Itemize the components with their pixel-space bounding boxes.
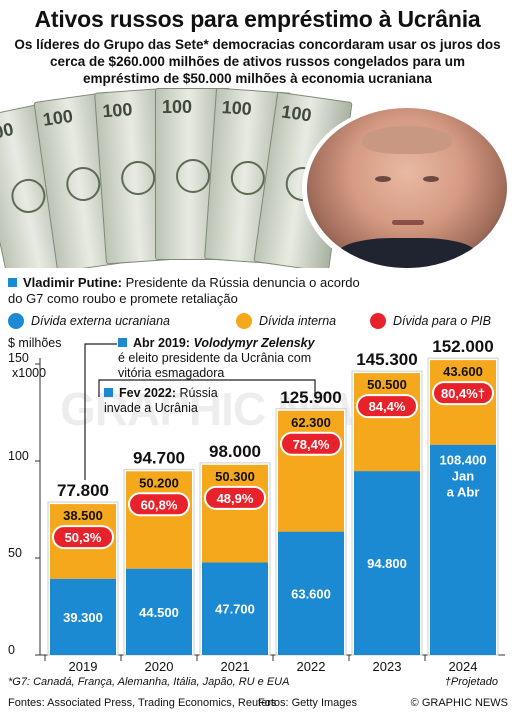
gdp-ratio-label: 84,4% <box>369 399 406 414</box>
graphic-credit: © GRAPHIC NEWS <box>410 697 508 709</box>
total-label: 152.000 <box>432 337 493 356</box>
data-label-internal: 50.300 <box>215 469 255 484</box>
marker-square <box>104 388 113 397</box>
legend-internal-dot <box>236 313 252 329</box>
y-unit-line2: x1000 <box>12 366 47 380</box>
gdp-badge <box>128 492 190 517</box>
data-label-internal: 43.600 <box>443 364 483 379</box>
marker-square <box>118 338 127 347</box>
subtitle: Os líderes do Grupo das Sete* democracia… <box>14 37 501 86</box>
x-tick-label: 2021 <box>221 659 250 674</box>
bar-external-2024 <box>430 444 496 655</box>
y-tick-100: 100 <box>8 449 29 463</box>
bar-external-2023 <box>354 471 420 655</box>
x-tick-label: 2023 <box>373 659 402 674</box>
total-label: 125.900 <box>280 388 341 407</box>
bar-external-2021 <box>202 562 268 655</box>
g7-note: *G7: Canadá, França, Alemanha, Itália, J… <box>8 676 290 688</box>
marker-square <box>8 278 17 287</box>
gdp-ratio-label: 60,8% <box>141 497 178 512</box>
data-label-external: 63.600 <box>291 586 331 601</box>
gdp-badge <box>432 381 494 406</box>
x-tick-label: 2020 <box>145 659 174 674</box>
legend-gdp: Dívida para o PIB <box>393 314 491 328</box>
zelensky-leader-line <box>84 343 117 480</box>
data-label-internal: 38.500 <box>63 508 103 523</box>
data-label-internal: 50.200 <box>139 475 179 490</box>
legend-external: Dívida externa ucraniana <box>31 314 170 328</box>
invasion-annotation: Fev 2022: Rússia invade a Ucrânia <box>104 386 244 416</box>
projected-note: †Projetado <box>444 676 498 688</box>
data-label-external: 47.700 <box>215 602 255 617</box>
invasion-text: Rússia invade a Ucrânia <box>104 386 218 415</box>
x-tick-label: 2022 <box>297 659 326 674</box>
footer: Fontes: Associated Press, Trading Econom… <box>8 697 513 709</box>
putin-annotation: Vladimir Putine: Presidente da Rússia de… <box>8 275 368 307</box>
data-label-internal: 62.300 <box>291 415 331 430</box>
y-axis-unit: $ milhões 150 x1000 <box>8 336 62 381</box>
bar-external-2020 <box>126 568 192 655</box>
data-label-jan: Jan <box>452 469 474 484</box>
zelensky-text: é eleito presidente da Ucrânia com vitór… <box>118 351 312 380</box>
gdp-badge <box>280 431 342 456</box>
total-label: 145.300 <box>356 350 417 369</box>
legend-gdp-dot <box>370 313 386 329</box>
legend-internal: Dívida interna <box>259 314 337 328</box>
sources: Fontes: Associated Press, Trading Econom… <box>8 697 277 709</box>
y-tick-150: 150 <box>8 351 29 365</box>
page-title: Ativos russos para empréstimo à Ucrânia <box>34 6 481 32</box>
y-unit-line1: $ milhões <box>8 336 62 350</box>
zelensky-name: Volodymyr Zelensky <box>193 336 315 350</box>
photo-credit: Fotos: Getty Images <box>258 697 358 709</box>
putin-name: Vladimir Putine: <box>23 275 122 290</box>
gdp-badge <box>356 394 418 419</box>
invasion-date: Fev 2022: <box>119 386 176 400</box>
footnote: *G7: Canadá, França, Alemanha, Itália, J… <box>8 676 508 688</box>
x-tick-label: 2024 <box>449 659 478 674</box>
data-label-abr: a Abr <box>447 485 480 500</box>
total-label: 98.000 <box>209 442 261 461</box>
x-tick-label: 2019 <box>69 659 98 674</box>
gdp-ratio-label: 80,4%† <box>441 386 485 401</box>
bar-external-2022 <box>278 531 344 655</box>
gdp-ratio-label: 50,3% <box>65 530 102 545</box>
banknotes-photo: 100 100 100 100 100 100 <box>0 88 515 268</box>
gdp-ratio-label: 78,4% <box>293 437 330 452</box>
invasion-leader-line <box>98 379 316 397</box>
data-label-external: 108.400 <box>440 453 487 468</box>
y-tick-0: 0 <box>8 643 15 657</box>
putin-portrait <box>307 108 507 268</box>
zelensky-date: Abr 2019: <box>133 336 190 350</box>
gdp-badge <box>204 485 266 510</box>
bar-internal-2020 <box>126 471 192 569</box>
bar-internal-2021 <box>202 464 268 563</box>
data-label-internal: 50.500 <box>367 377 407 392</box>
gdp-ratio-label: 48,9% <box>217 491 254 506</box>
total-label: 94.700 <box>133 448 185 467</box>
total-label: 77.800 <box>57 481 109 500</box>
bar-external-2019 <box>50 578 116 655</box>
data-label-external: 94.800 <box>367 556 407 571</box>
bar-internal-2022 <box>278 410 344 532</box>
data-label-external: 39.300 <box>63 610 103 625</box>
zelensky-annotation: Abr 2019: Volodymyr Zelensky é eleito pr… <box>118 336 333 381</box>
legend-external-dot <box>8 313 24 329</box>
bar-internal-2023 <box>354 373 420 472</box>
gdp-badge <box>52 525 114 550</box>
putin-text: Presidente da Rússia denuncia o acordo d… <box>8 275 360 306</box>
data-label-external: 44.500 <box>139 605 179 620</box>
y-tick-50: 50 <box>8 546 22 560</box>
